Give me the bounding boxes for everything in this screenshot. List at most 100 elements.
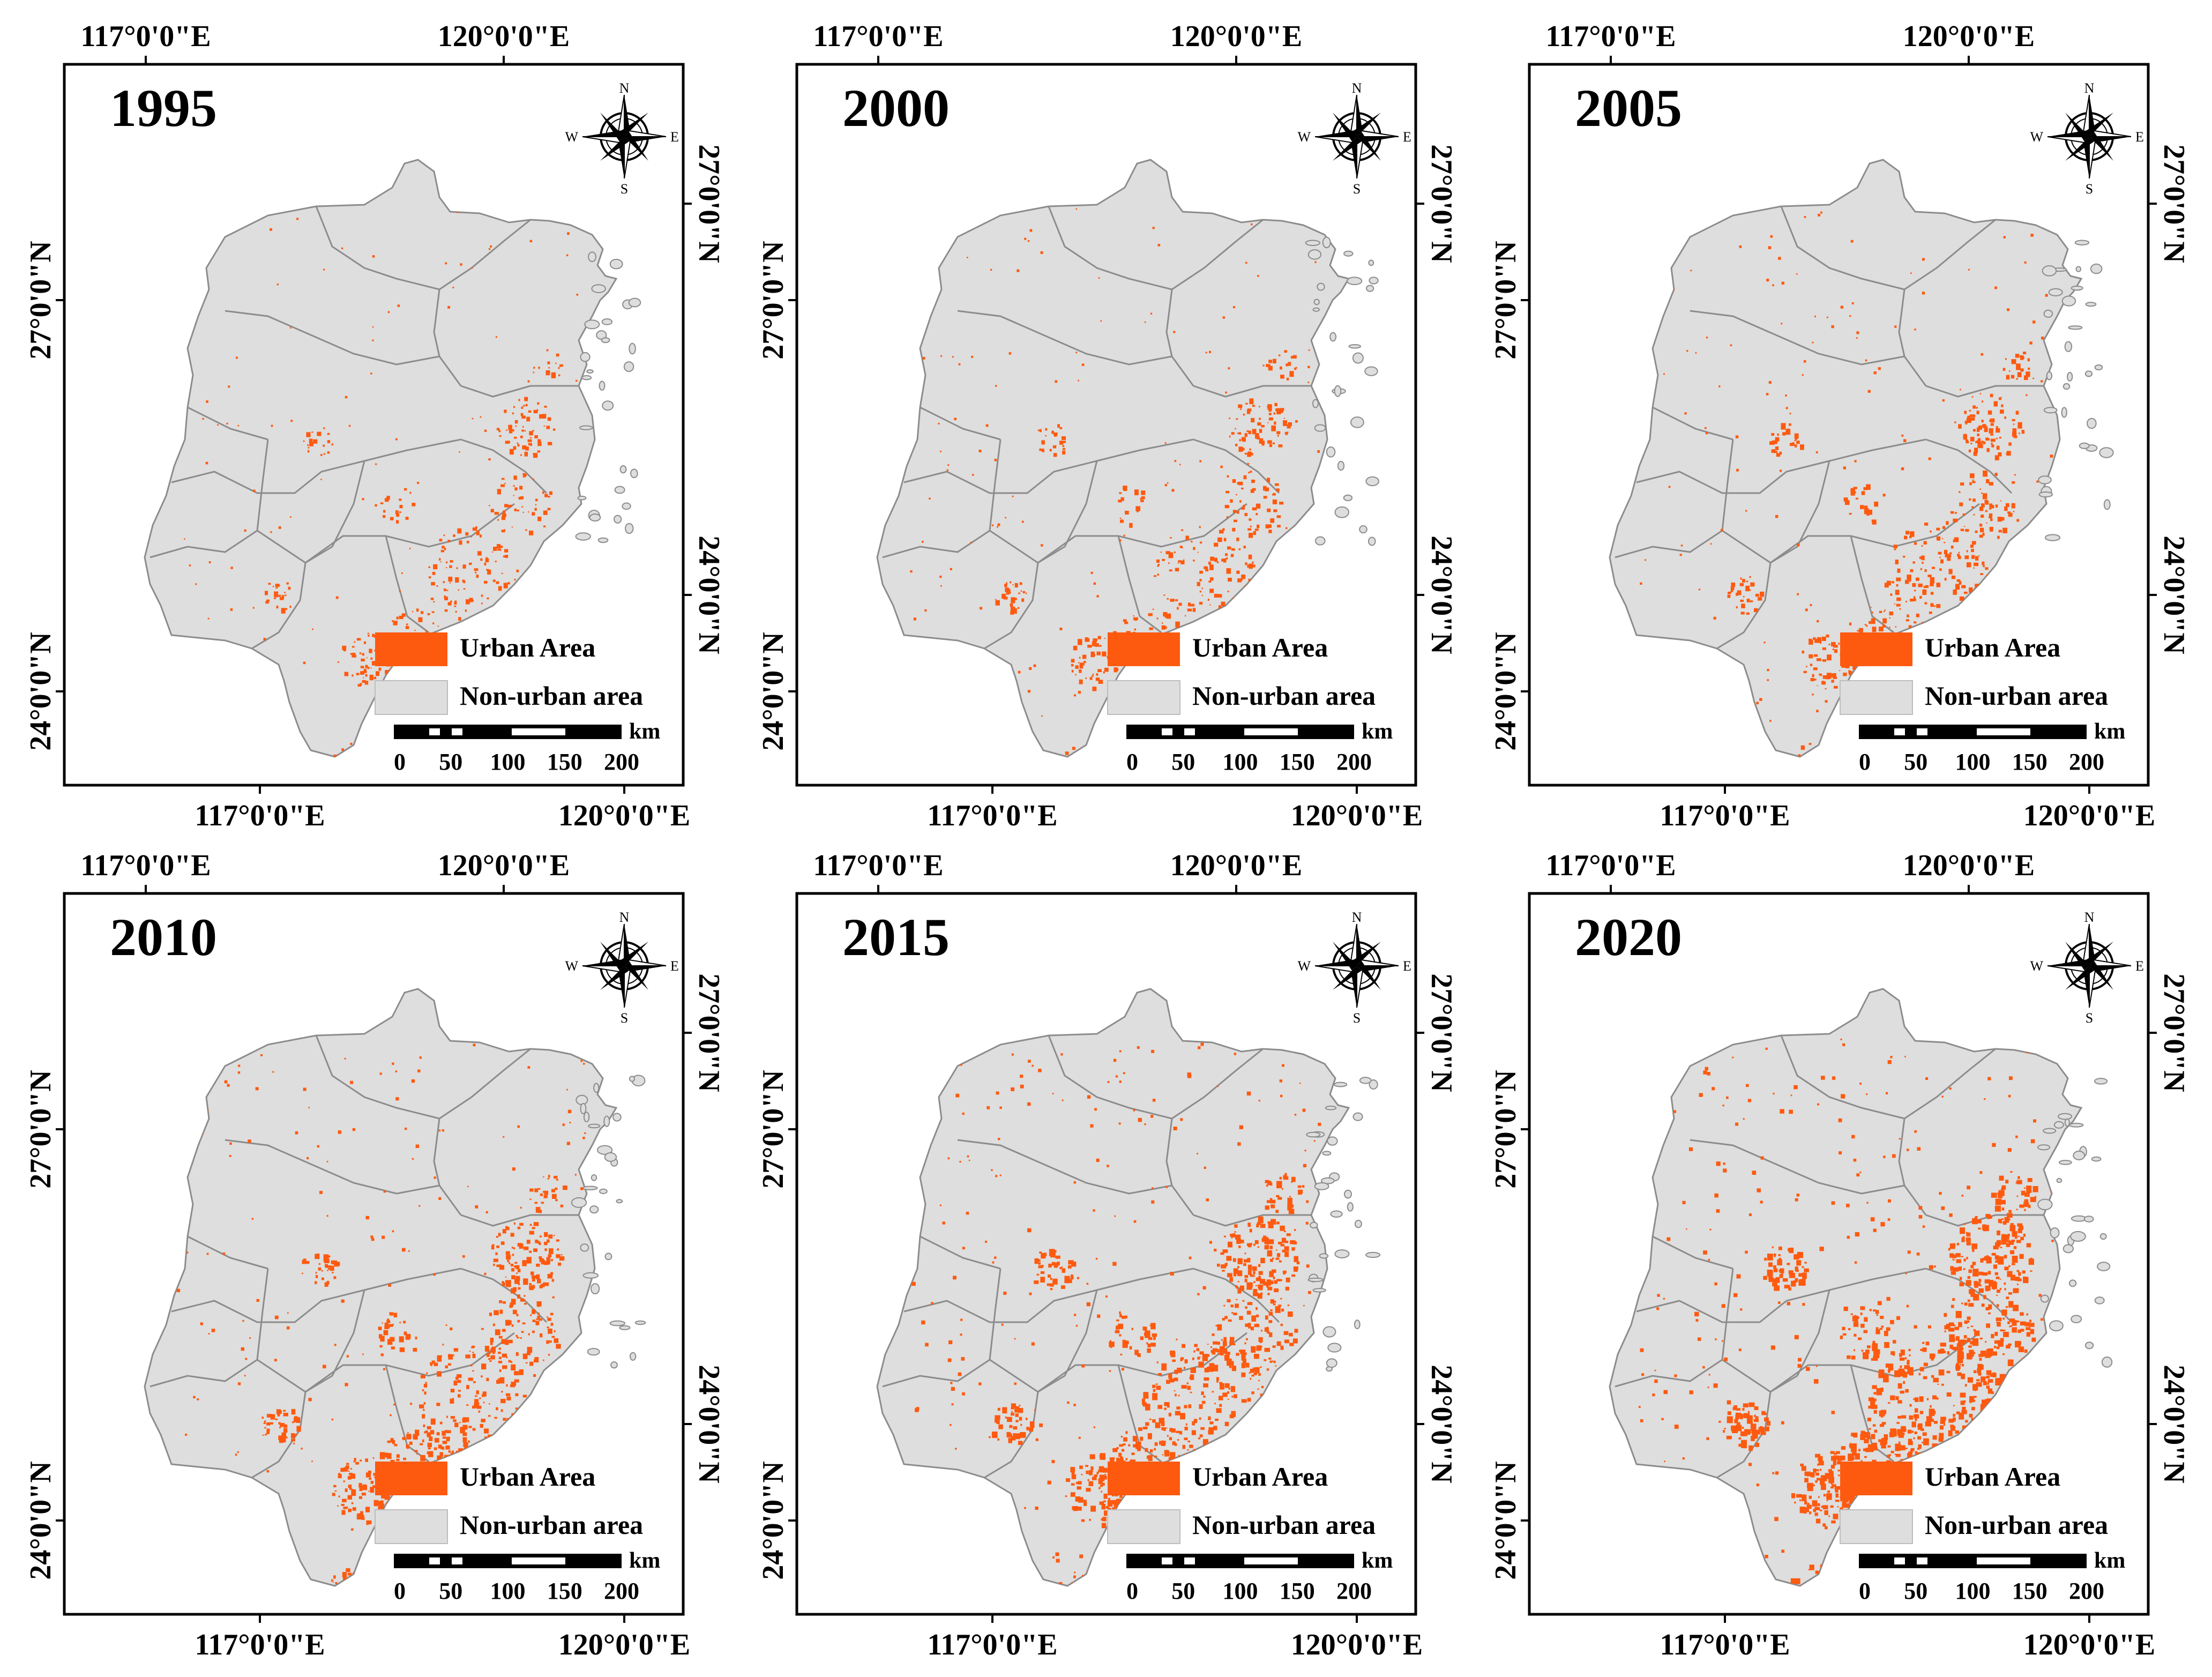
urban-patch — [1232, 1258, 1236, 1262]
urban-patch — [1698, 588, 1701, 591]
scale-bar-tick-label: 100 — [1223, 1578, 1258, 1604]
urban-patch — [543, 1261, 548, 1265]
compass-point — [2065, 113, 2089, 141]
urban-patch — [323, 444, 325, 447]
urban-patch — [1883, 1375, 1889, 1383]
island — [1320, 1177, 1335, 1184]
urban-patch — [1018, 670, 1021, 674]
urban-patch — [1193, 560, 1195, 562]
urban-patch — [1238, 1245, 1241, 1248]
urban-patch — [1188, 1404, 1192, 1408]
urban-patch — [465, 1354, 470, 1359]
urban-patch — [346, 1463, 349, 1465]
urban-patch — [255, 1087, 259, 1091]
urban-patch — [1991, 442, 1993, 445]
urban-patch — [995, 1415, 1000, 1420]
urban-patch — [1094, 1108, 1097, 1111]
urban-patch — [445, 567, 447, 569]
urban-patch — [1985, 1285, 1991, 1291]
urban-patch — [1922, 292, 1925, 295]
urban-patch — [524, 1295, 526, 1297]
island — [2073, 1150, 2086, 1160]
urban-patch — [1273, 412, 1275, 415]
urban-patch — [1176, 1338, 1178, 1340]
urban-patch — [1093, 1426, 1095, 1428]
urban-patch — [472, 1370, 474, 1372]
urban-patch — [527, 1066, 530, 1069]
prefecture-boundary — [1770, 1290, 1830, 1393]
urban-patch — [1971, 541, 1976, 545]
urban-patch — [230, 567, 233, 569]
urban-patch — [1090, 1505, 1096, 1512]
urban-patch — [469, 598, 473, 602]
urban-patch — [1061, 1285, 1065, 1289]
urban-patch — [2013, 1288, 2019, 1293]
urban-patch — [334, 1261, 339, 1267]
urban-patch — [1774, 451, 1778, 453]
island — [2067, 371, 2073, 382]
urban-patch — [466, 599, 470, 605]
urban-patch — [1090, 571, 1093, 574]
urban-patch — [1813, 637, 1816, 640]
lat-label-left-bottom: 24°0'0"N — [757, 1461, 790, 1579]
urban-patch — [486, 1353, 490, 1357]
urban-patch — [206, 400, 208, 403]
urban-patch — [1254, 1291, 1257, 1293]
urban-patch — [1082, 654, 1087, 659]
urban-patch — [1912, 561, 1915, 564]
scale-bar-tick-label: 150 — [2012, 749, 2047, 775]
urban-patch — [279, 597, 284, 600]
urban-patch — [176, 1288, 181, 1292]
urban-patch — [341, 247, 343, 249]
urban-patch — [1027, 1102, 1031, 1106]
urban-patch — [1109, 1370, 1111, 1372]
urban-patch — [1758, 597, 1762, 601]
urban-patch — [1249, 563, 1253, 569]
compass-n-label: N — [2084, 80, 2095, 96]
island — [1343, 1189, 1352, 1199]
urban-patch — [1936, 1397, 1939, 1400]
urban-patch — [1907, 614, 1909, 617]
urban-patch — [1280, 1243, 1285, 1247]
prefecture-boundary — [433, 1118, 462, 1216]
urban-patch — [469, 1351, 471, 1352]
urban-patch — [1203, 1396, 1206, 1398]
urban-patch — [2032, 377, 2034, 379]
urban-patch — [358, 1496, 362, 1499]
urban-patch — [1275, 408, 1280, 412]
urban-patch — [437, 625, 439, 627]
prefecture-boundary — [920, 406, 1001, 441]
urban-patch — [1900, 1365, 1902, 1368]
urban-patch — [1294, 1256, 1298, 1262]
urban-patch — [1313, 1140, 1316, 1142]
urban-patch — [1256, 1277, 1261, 1281]
urban-patch — [1119, 1456, 1123, 1459]
urban-patch — [1299, 1083, 1301, 1084]
urban-patch — [547, 1177, 550, 1180]
urban-patch — [521, 429, 524, 432]
urban-patch — [521, 415, 526, 419]
urban-patch — [520, 413, 524, 416]
urban-patch — [1149, 1418, 1152, 1420]
urban-patch — [333, 1575, 336, 1579]
urban-patch — [425, 631, 427, 632]
urban-patch — [1999, 1288, 2001, 1291]
urban-patch — [1690, 270, 1692, 272]
urban-patch — [1944, 551, 1947, 554]
urban-patch — [1306, 1200, 1309, 1203]
urban-patch — [1167, 598, 1169, 600]
urban-patch — [484, 1272, 487, 1275]
lon-label-top-left: 117°0'0"E — [80, 849, 211, 882]
urban-patch — [463, 588, 466, 590]
urban-patch — [365, 1216, 369, 1220]
urban-patch — [1901, 467, 1904, 471]
urban-patch — [1010, 610, 1014, 615]
urban-patch — [346, 1355, 349, 1358]
urban-patch — [195, 583, 197, 585]
urban-patch — [1134, 1350, 1139, 1355]
urban-patch — [1986, 522, 1987, 524]
urban-patch — [1097, 669, 1102, 672]
compass-e-label: E — [2135, 129, 2144, 145]
urban-patch — [546, 426, 550, 429]
urban-patch — [1275, 1210, 1279, 1213]
